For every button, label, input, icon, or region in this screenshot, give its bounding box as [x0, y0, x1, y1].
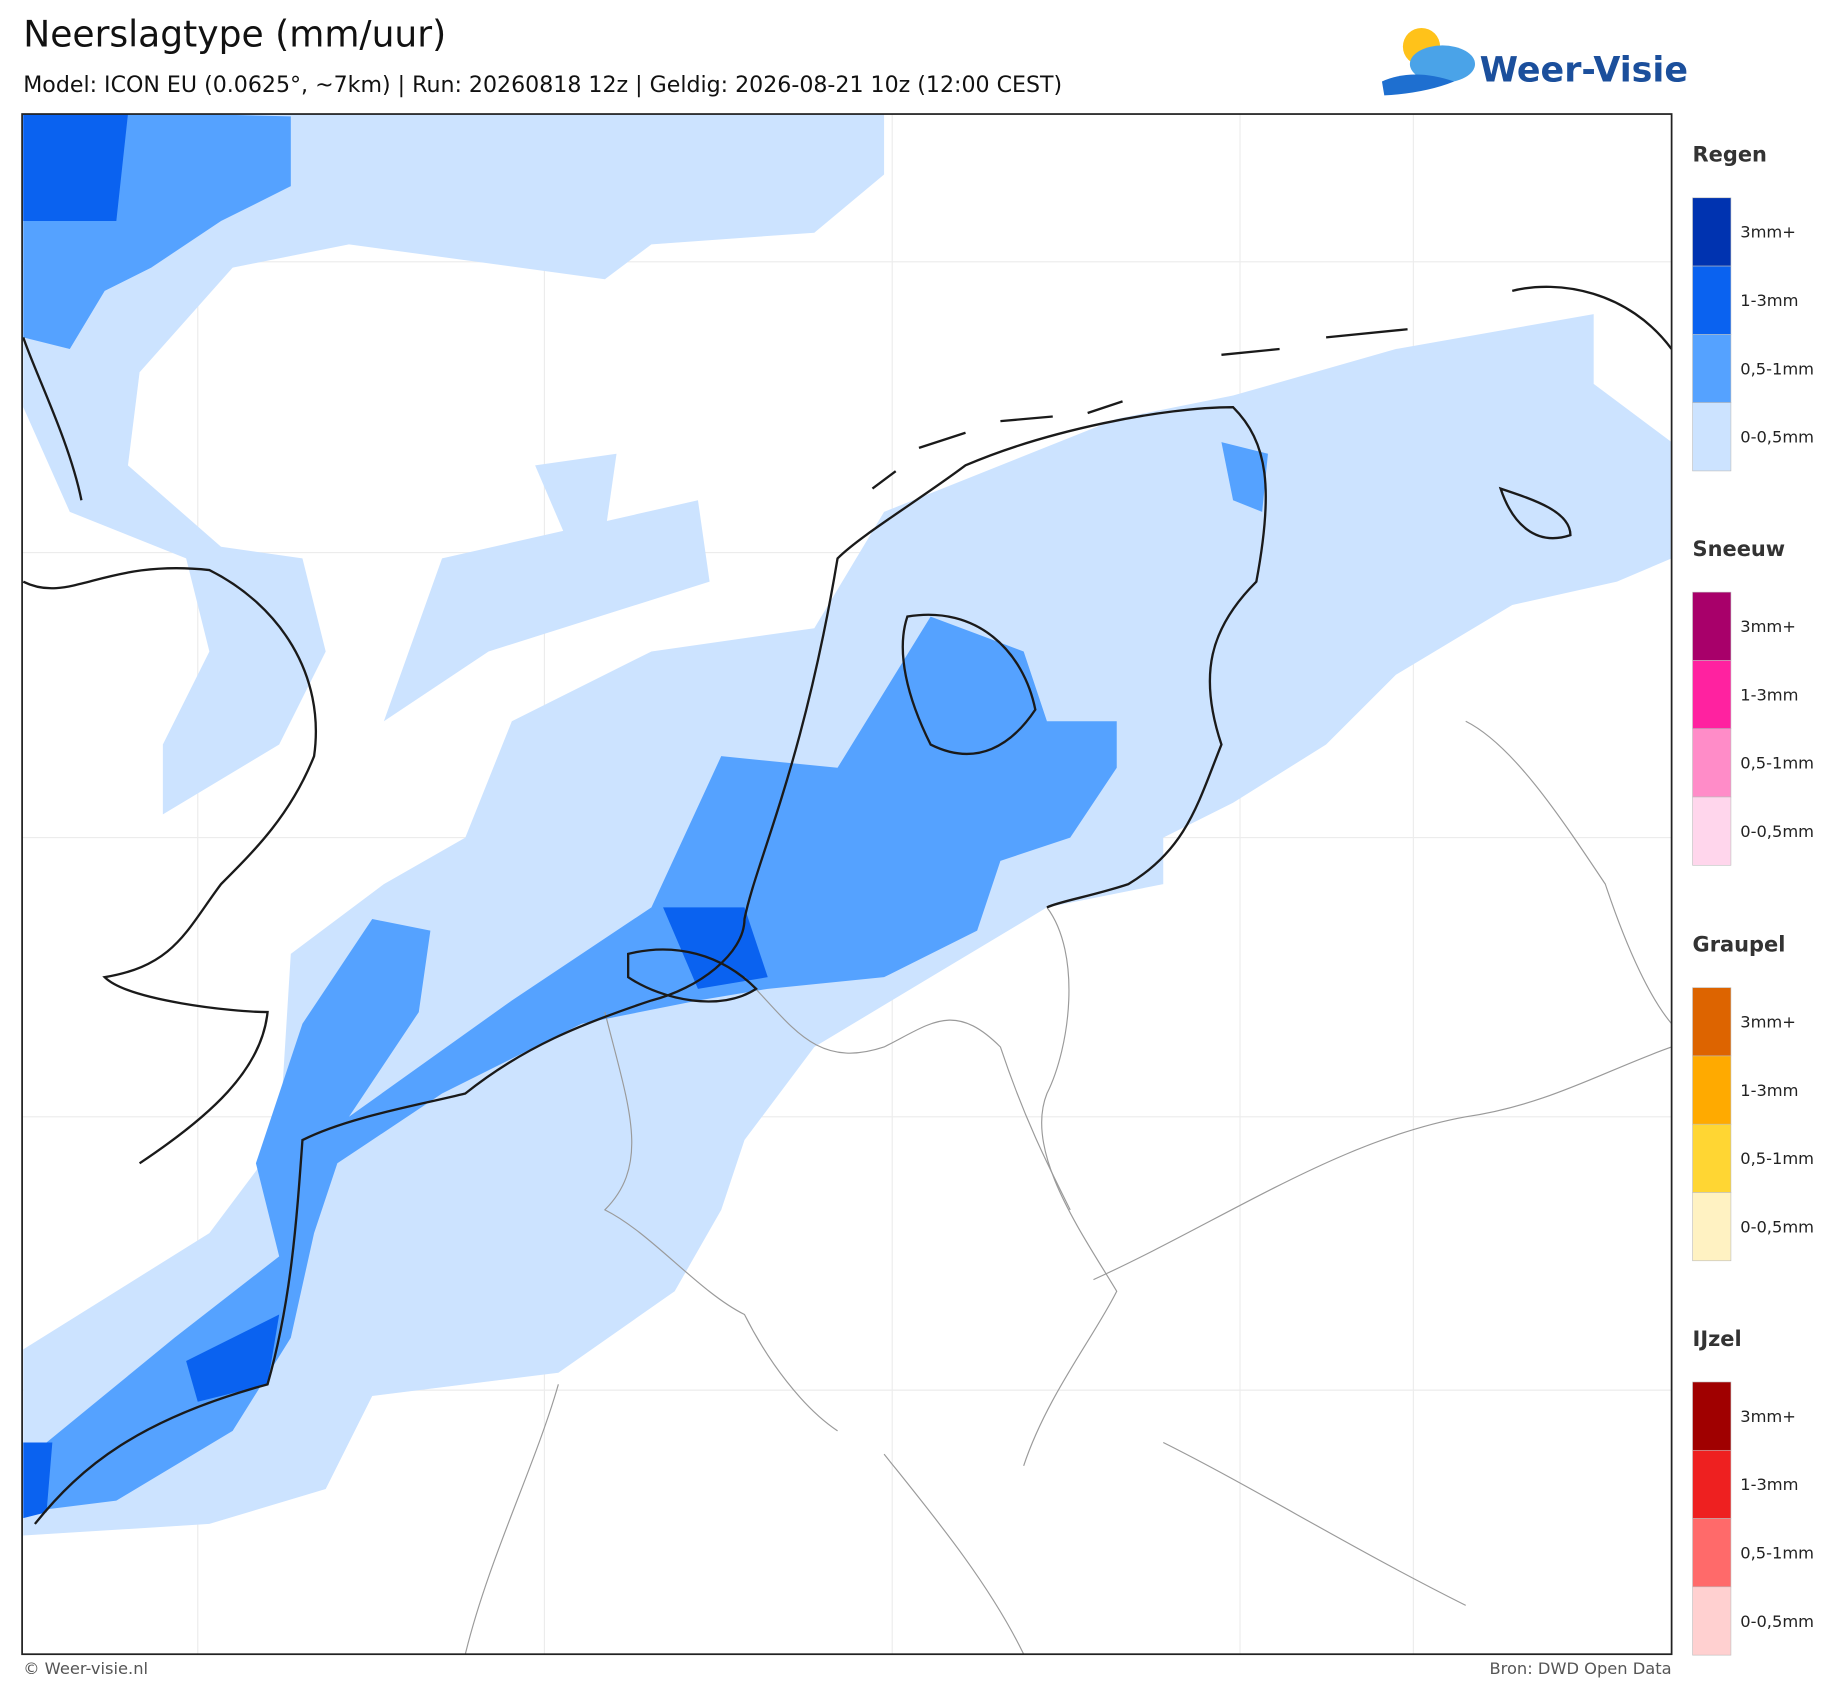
legend-label: 0,5-1mm — [1740, 1544, 1814, 1563]
logo: Weer-Visie — [1381, 27, 1688, 96]
legend-label: 0-0,5mm — [1740, 1612, 1814, 1631]
legend-group-title: IJzel — [1693, 1327, 1742, 1351]
legend-swatch — [1692, 591, 1732, 661]
legend-label: 0,5-1mm — [1740, 754, 1814, 773]
legend-label: 0-0,5mm — [1740, 1217, 1814, 1236]
footer-right: Bron: DWD Open Data — [1489, 1659, 1671, 1678]
legend-label: 1-3mm — [1740, 685, 1798, 704]
logo-text: Weer-Visie — [1480, 50, 1688, 90]
legend-swatch — [1692, 1518, 1732, 1588]
legend-group-title: Graupel — [1693, 933, 1786, 957]
legend-label: 1-3mm — [1740, 1081, 1798, 1100]
footer-left: © Weer-visie.nl — [23, 1659, 148, 1678]
precipitation — [23, 114, 1672, 1536]
subtitle: Model: ICON EU (0.0625°, ~7km) | Run: 20… — [23, 72, 1062, 98]
legend-label: 0,5-1mm — [1740, 1149, 1814, 1168]
legend-label: 3mm+ — [1740, 1013, 1796, 1032]
legend-swatch — [1692, 334, 1732, 403]
map-frame — [21, 113, 1673, 1656]
legend: Regen 3mm+ 1-3mm 0,5-1mm 0-0,5mm Sneeuw 3mm+ 1-… — [1692, 143, 1814, 1656]
legend-group-title: Regen — [1693, 143, 1767, 167]
map — [22, 114, 1672, 1655]
legend-label: 0-0,5mm — [1740, 428, 1814, 447]
legend-swatch — [1692, 1055, 1732, 1125]
borders — [464, 720, 1672, 1655]
legend-group-title: Sneeuw — [1693, 537, 1786, 561]
legend-label: 0,5-1mm — [1740, 359, 1814, 378]
legend-label: 3mm+ — [1740, 1407, 1796, 1426]
legend-swatch — [1692, 402, 1732, 472]
legend-swatch — [1692, 1123, 1732, 1193]
legend-swatch — [1692, 660, 1732, 730]
title: Neerslagtype (mm/uur) — [23, 14, 446, 56]
legend-swatch — [1692, 265, 1732, 335]
legend-swatch — [1692, 1449, 1732, 1519]
legend-swatch — [1692, 796, 1732, 866]
legend-swatch — [1692, 197, 1732, 267]
legend-label: 1-3mm — [1740, 291, 1798, 310]
coastline — [22, 285, 1672, 1525]
legend-label: 1-3mm — [1740, 1475, 1798, 1494]
legend-swatch — [1692, 728, 1732, 798]
legend-swatch — [1692, 1586, 1732, 1656]
legend-label: 3mm+ — [1740, 617, 1796, 636]
legend-label: 3mm+ — [1740, 223, 1796, 242]
legend-swatch — [1692, 1192, 1732, 1262]
legend-swatch — [1692, 1381, 1732, 1451]
legend-swatch — [1692, 987, 1732, 1057]
islands — [871, 328, 1408, 490]
legend-label: 0-0,5mm — [1740, 822, 1814, 841]
